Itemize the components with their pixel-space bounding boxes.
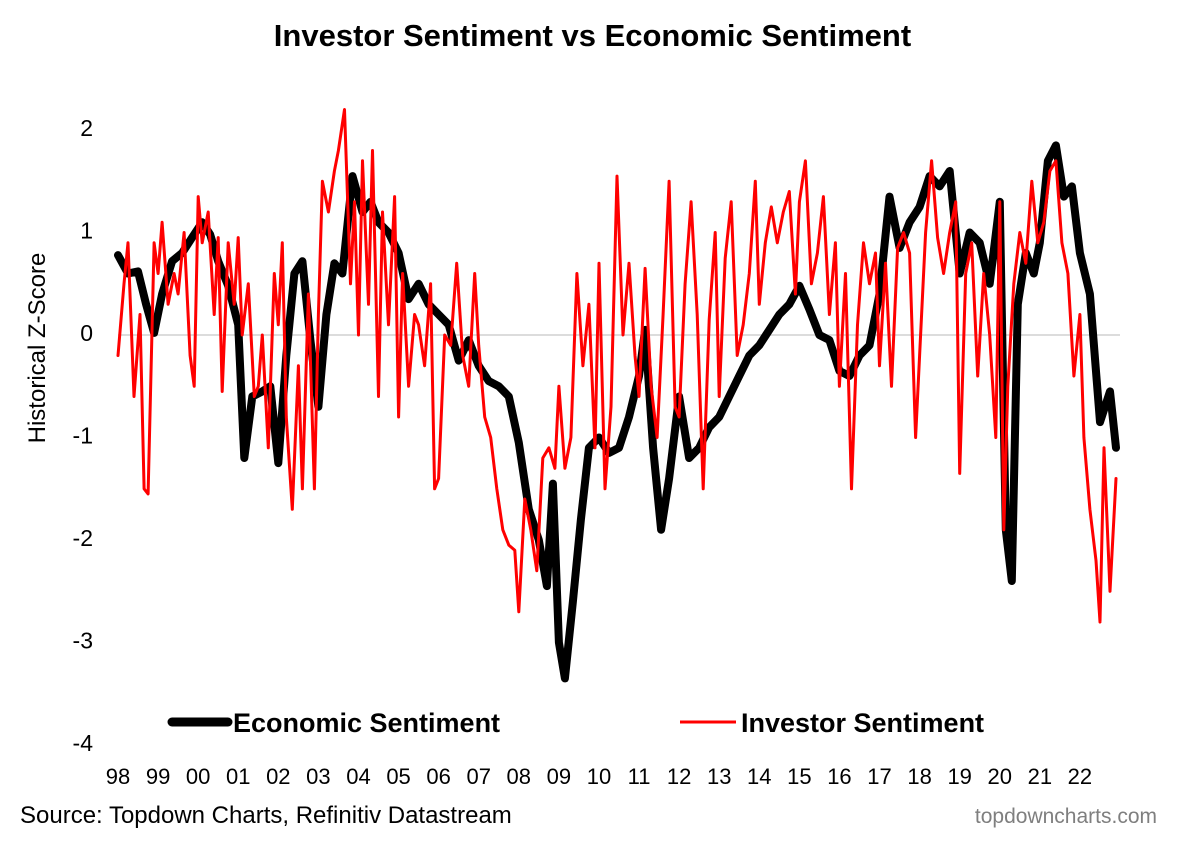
legend: Economic Sentiment Investor Sentiment [167, 708, 984, 738]
y-tick-label: -2 [73, 525, 93, 551]
x-tick-label: 18 [907, 764, 931, 789]
x-tick-label: 00 [186, 764, 210, 789]
x-tick-label: 14 [747, 764, 771, 789]
x-tick-label: 21 [1028, 764, 1052, 789]
x-tick-label: 03 [306, 764, 330, 789]
y-tick-labels: 2 1 0 -1 -2 -3 -4 [73, 115, 94, 756]
source-note: Source: Topdown Charts, Refinitiv Datast… [20, 802, 512, 829]
x-tick-label: 22 [1068, 764, 1092, 789]
brand-watermark: topdowncharts.com [974, 805, 1157, 828]
x-tick-label: 09 [547, 764, 571, 789]
x-tick-label: 99 [146, 764, 170, 789]
y-tick-label: 0 [80, 320, 93, 346]
x-tick-label: 01 [226, 764, 250, 789]
x-tick-label: 11 [628, 764, 651, 789]
x-tick-label: 06 [426, 764, 450, 789]
x-tick-label: 08 [507, 764, 531, 789]
x-tick-label: 07 [466, 764, 490, 789]
legend-label-economic-sentiment: Economic Sentiment [233, 708, 500, 738]
x-tick-label: 16 [827, 764, 851, 789]
y-tick-label: 1 [80, 218, 93, 244]
y-tick-label: -4 [73, 730, 94, 756]
x-tick-label: 13 [707, 764, 731, 789]
x-tick-label: 19 [947, 764, 971, 789]
legend-label-investor-sentiment: Investor Sentiment [741, 708, 984, 738]
y-tick-label: -3 [73, 628, 93, 654]
x-tick-label: 98 [106, 764, 130, 789]
x-tick-label: 15 [787, 764, 811, 789]
series-line-investor-sentiment [116, 108, 1118, 624]
x-tick-label: 04 [346, 764, 370, 789]
y-tick-label: -1 [73, 423, 93, 449]
y-tick-label: 2 [80, 115, 93, 141]
x-tick-label: 05 [386, 764, 410, 789]
x-tick-label: 10 [587, 764, 611, 789]
chart-title: Investor Sentiment vs Economic Sentiment [273, 18, 912, 53]
x-tick-label: 02 [266, 764, 290, 789]
x-tick-label: 17 [867, 764, 891, 789]
x-tick-label: 20 [988, 764, 1012, 789]
x-tick-label: 12 [667, 764, 691, 789]
x-tick-labels: 98 99 00 01 02 03 04 05 06 07 08 09 10 11 12 13 14 15 16 17… [106, 764, 1092, 789]
